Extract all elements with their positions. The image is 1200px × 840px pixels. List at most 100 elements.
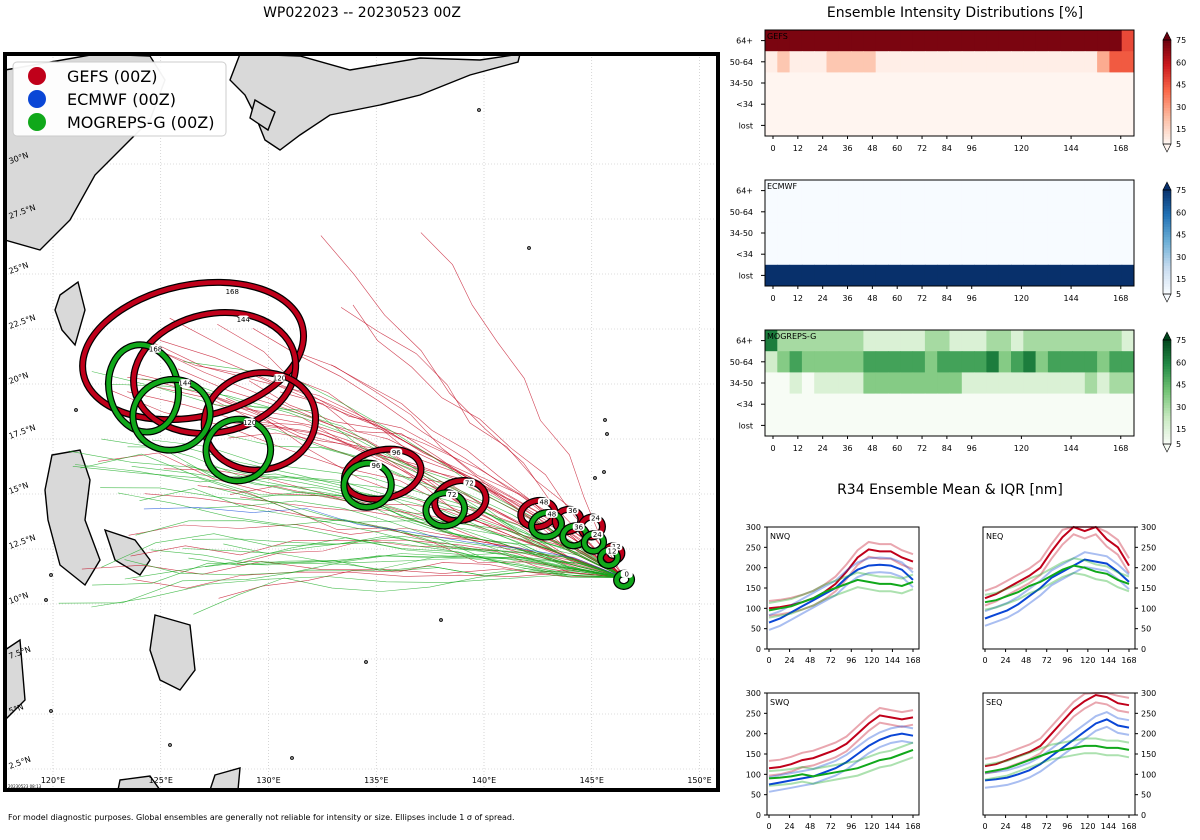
heat-cell: [1035, 222, 1049, 245]
ellipse-gefs-144: [131, 310, 298, 436]
heat-cell: [814, 222, 827, 245]
landmass: [44, 449, 101, 587]
heat-cell: [1097, 330, 1110, 352]
island: [44, 598, 48, 602]
heat-cell: [924, 93, 938, 116]
uncertainty-ellipses: 1681441209672483624121681441209672483624…: [79, 278, 636, 590]
heat-cell: [1109, 264, 1123, 287]
mean-line-gefs: [768, 714, 914, 770]
colorbar-step: [1163, 363, 1171, 367]
colorbar-label: 15: [1176, 125, 1186, 134]
iqr-lower: [768, 586, 914, 619]
heat-cell: [888, 222, 901, 245]
legend-marker-gefs: [28, 67, 46, 85]
tau-label-bg: [226, 287, 239, 296]
heat-cell: [863, 30, 877, 52]
heat-cell: [912, 351, 926, 373]
heat-cell: [1072, 264, 1086, 287]
heat-cell: [826, 351, 840, 373]
heat-cell: [1060, 201, 1073, 223]
lon-label: 125°E: [149, 776, 173, 785]
heat-cell: [765, 72, 778, 95]
heat-cell: [949, 330, 963, 352]
colorbar-step: [1163, 389, 1171, 393]
heat-cell: [1023, 222, 1037, 245]
colorbar-step: [1163, 288, 1171, 292]
heat-cell: [1035, 72, 1049, 95]
colorbar-step: [1163, 283, 1171, 287]
heat-cell: [1011, 264, 1024, 287]
heat-cell: [765, 201, 778, 223]
colorbar-step: [1163, 205, 1171, 209]
heat-cell: [851, 243, 864, 266]
heat-cell: [1047, 372, 1061, 395]
heat-cell: [1084, 264, 1098, 287]
heat-cell: [912, 222, 926, 245]
colorbar-step: [1163, 420, 1171, 424]
r34-xlabel: 96: [1062, 822, 1072, 831]
colorbar-step: [1163, 260, 1171, 264]
colorbar-step: [1163, 112, 1171, 116]
iqr-lower: [984, 571, 1130, 611]
heat-xlabel: 84: [942, 294, 952, 303]
heat-cell: [789, 372, 803, 395]
heat-cell: [974, 351, 987, 373]
colorbar-step: [1163, 270, 1171, 274]
landmass: [103, 528, 151, 576]
track-member: [143, 507, 625, 578]
heat-cell: [801, 264, 815, 287]
heat-cell: [900, 201, 914, 223]
heat-xlabel: 72: [917, 294, 927, 303]
landmass: [117, 775, 161, 790]
tau-label-bg: [149, 344, 162, 353]
heat-ycat: lost: [739, 421, 753, 430]
ellipse-mogreps-g-72: [423, 490, 467, 529]
heat-cell: [961, 372, 975, 395]
r34-ylabel: 50: [751, 625, 761, 634]
heat-cell: [814, 264, 827, 287]
heat-cell: [974, 114, 987, 137]
heat-xlabel: 0: [770, 294, 775, 303]
colorbar-step: [1163, 79, 1171, 82]
heat-xlabel: 168: [1113, 444, 1128, 453]
heat-cell: [1072, 414, 1086, 437]
heat-cell: [949, 264, 963, 287]
colorbar-step: [1163, 236, 1171, 240]
heat-cell: [1023, 372, 1037, 395]
heat-cell: [961, 330, 975, 352]
mean-line-ecmwf: [768, 732, 914, 786]
colorbar-step: [1163, 110, 1171, 114]
colorbar-step: [1163, 386, 1171, 390]
heat-xlabel: 60: [892, 444, 902, 453]
colorbar-step: [1163, 133, 1171, 137]
heat-cell: [765, 372, 778, 395]
heat-cell: [838, 393, 852, 416]
heat-cell: [961, 393, 975, 416]
colorbar-step: [1163, 55, 1171, 59]
heat-cell: [961, 414, 975, 437]
r34-ylabel: 0: [1141, 811, 1146, 820]
colorbar-label: 30: [1176, 103, 1186, 112]
heat-cell: [765, 114, 778, 137]
heat-cell: [949, 51, 963, 73]
heat-cell: [900, 114, 914, 137]
track-member: [227, 435, 625, 578]
track-member: [229, 420, 625, 578]
heat-cell: [949, 180, 963, 202]
heat-cell: [826, 93, 840, 116]
heat-cell: [1084, 93, 1098, 116]
heat-cell: [974, 93, 987, 116]
colorbar-cap: [1162, 181, 1172, 191]
heat-cell: [986, 393, 1000, 416]
heat-cell: [789, 30, 803, 52]
heat-cell: [1084, 330, 1098, 352]
heat-cell: [961, 222, 975, 245]
heat-cell: [1035, 180, 1049, 202]
heat-cell: [826, 264, 840, 287]
colorbar-step: [1163, 368, 1171, 372]
track-member: [58, 552, 625, 604]
heat-cell: [1047, 72, 1061, 95]
heat-cell: [789, 393, 803, 416]
heat-cell: [1109, 180, 1123, 202]
